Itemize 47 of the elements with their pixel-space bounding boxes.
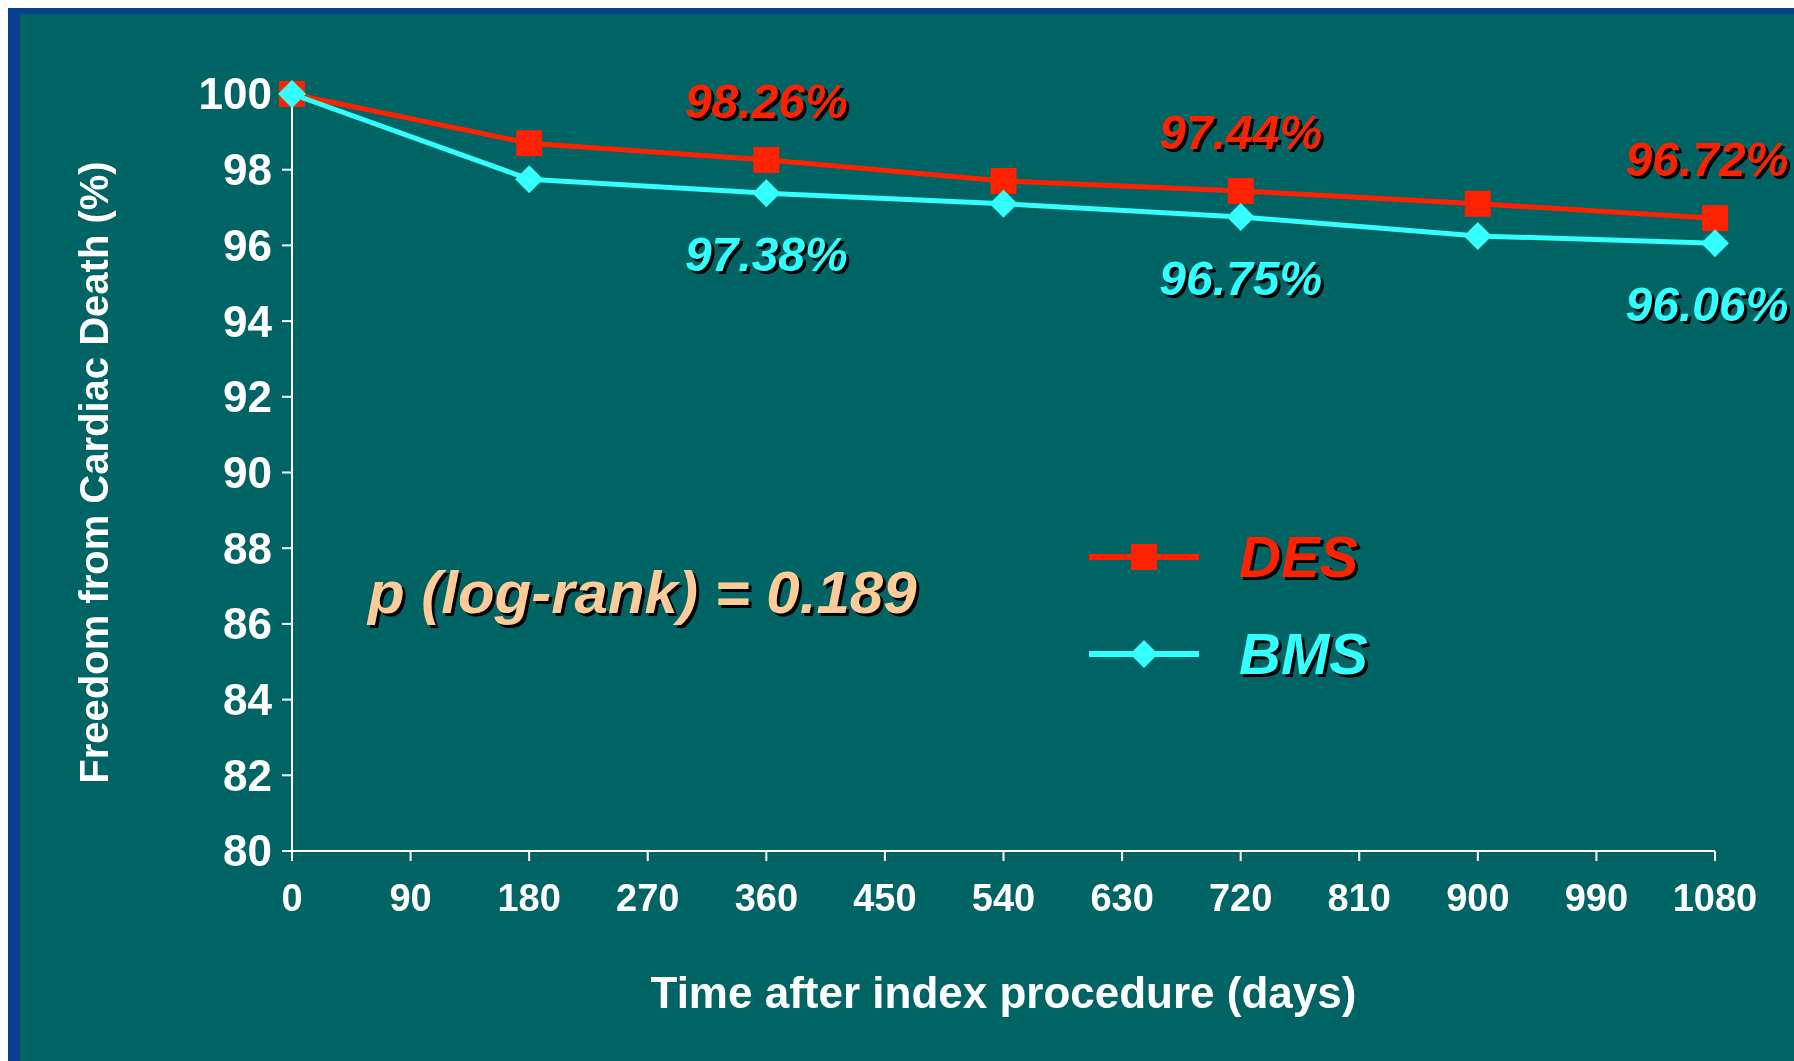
point (1226, 203, 1255, 232)
legend-label: DES (1239, 524, 1359, 590)
data-label: 96.06% (1625, 278, 1789, 332)
legend-label: BMS (1239, 621, 1369, 687)
x-tick-label: 270 (616, 877, 680, 919)
y-tick-label: 98 (223, 145, 272, 195)
y-tick-label: 96 (223, 220, 272, 270)
y-tick-label: 94 (223, 296, 273, 346)
y-tick-label: 90 (223, 447, 272, 497)
point (1701, 229, 1729, 258)
x-tick-label: 810 (1327, 877, 1391, 919)
y-axis-title: Freedom from Cardiac Death (%) (72, 161, 116, 784)
x-tick-label: 630 (1090, 877, 1154, 919)
point (989, 189, 1018, 218)
x-tick-label: 900 (1446, 877, 1510, 919)
y-tick-label: 80 (223, 826, 272, 876)
data-label: 97.44% (1159, 105, 1323, 159)
point (515, 165, 544, 194)
x-axis-title: Time after index procedure (days) (650, 968, 1357, 1017)
point (1227, 177, 1254, 204)
y-tick-label: 82 (223, 750, 272, 800)
y-tick-label: 92 (223, 372, 272, 422)
x-tick-label: 1080 (1672, 877, 1758, 919)
y-tick-label: 88 (223, 523, 272, 573)
point (1464, 190, 1491, 217)
data-label: 97.38% (684, 228, 848, 282)
y-tick-label: 100 (198, 69, 272, 119)
y-tick-label: 86 (223, 599, 272, 649)
x-tick-label: 90 (389, 877, 432, 919)
data-label: 98.26% (684, 74, 848, 128)
point (752, 179, 781, 208)
data-label: 96.72% (1625, 133, 1789, 187)
x-tick-label: 360 (734, 877, 799, 919)
x-tick-label: 990 (1564, 877, 1629, 919)
x-tick-label: 180 (497, 877, 561, 919)
point (1463, 221, 1492, 250)
x-tick-label: 540 (971, 877, 1036, 919)
point (516, 130, 543, 157)
annotation: p (log-rank) = 0.189 (366, 559, 918, 626)
data-label: 96.75% (1159, 252, 1323, 306)
point (990, 168, 1017, 195)
point (753, 146, 780, 173)
x-tick-label: 0 (281, 877, 303, 919)
y-tick-label: 84 (223, 675, 273, 724)
x-tick-label: 720 (1208, 877, 1273, 919)
x-tick-label: 450 (853, 877, 917, 919)
point (1702, 205, 1728, 232)
